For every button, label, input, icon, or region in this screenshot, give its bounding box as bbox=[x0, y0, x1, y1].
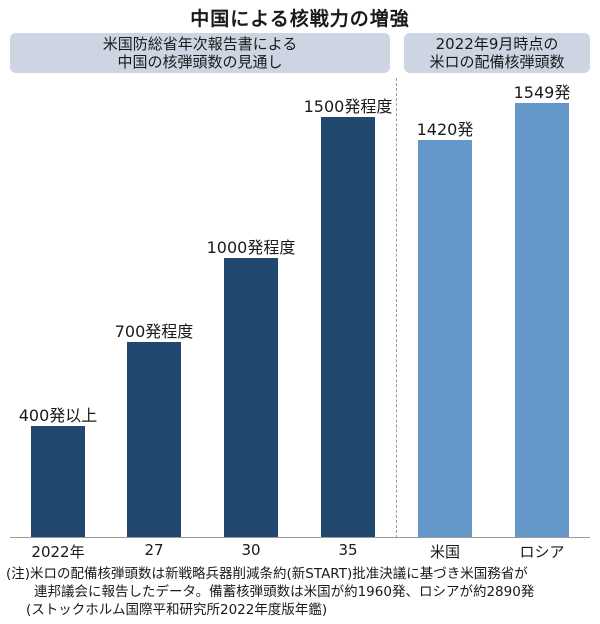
value-label: 1420発 bbox=[416, 120, 474, 139]
x-tick-label: 2022年 bbox=[31, 543, 85, 561]
header-us-russia: 2022年9月時点の 米ロの配備核弾頭数 bbox=[404, 33, 590, 73]
x-tick-label: 27 bbox=[144, 541, 164, 559]
header-line: 米ロの配備核弾頭数 bbox=[429, 53, 565, 71]
footnote-line: (ストックホルム国際平和研究所2022年度版年鑑) bbox=[26, 602, 328, 618]
x-axis-baseline bbox=[10, 537, 590, 538]
value-label: 400発以上 bbox=[18, 406, 98, 425]
footnote-line: (注)米ロの配備核弾頭数は新戦略兵器削減条約(新START)批准決議に基づき米国… bbox=[6, 566, 528, 582]
bar-2 bbox=[224, 258, 278, 537]
x-tick-label: 30 bbox=[241, 541, 261, 559]
header-line: 2022年9月時点の bbox=[435, 35, 559, 53]
footnote: (注)米ロの配備核弾頭数は新戦略兵器削減条約(新START)批准決議に基づき米国… bbox=[6, 565, 596, 619]
value-label: 1549発 bbox=[513, 83, 571, 102]
x-tick-label: 米国 bbox=[429, 543, 460, 561]
chart-title: 中国による核戦力の増強 bbox=[190, 8, 410, 30]
footnote-line: 連邦議会に報告したデータ。備蓄核弾頭数は米国が約1960発、ロシアが約2890発 bbox=[34, 584, 535, 600]
header-china-projection: 米国防総省年次報告書による 中国の核弾頭数の見通し bbox=[10, 33, 390, 73]
value-label: 1500発程度 bbox=[303, 97, 393, 116]
bar-4 bbox=[418, 140, 472, 537]
bar-5 bbox=[515, 103, 569, 537]
x-tick-label: ロシア bbox=[519, 543, 565, 561]
value-label: 1000発程度 bbox=[206, 238, 296, 257]
header-line: 中国の核弾頭数の見通し bbox=[117, 53, 283, 71]
group-divider bbox=[396, 78, 397, 538]
bar-1 bbox=[127, 342, 181, 537]
bar-0 bbox=[31, 426, 85, 537]
value-label: 700発程度 bbox=[114, 322, 194, 341]
bar-3 bbox=[321, 117, 375, 537]
header-line: 米国防総省年次報告書による bbox=[102, 35, 298, 53]
x-tick-label: 35 bbox=[338, 541, 358, 559]
